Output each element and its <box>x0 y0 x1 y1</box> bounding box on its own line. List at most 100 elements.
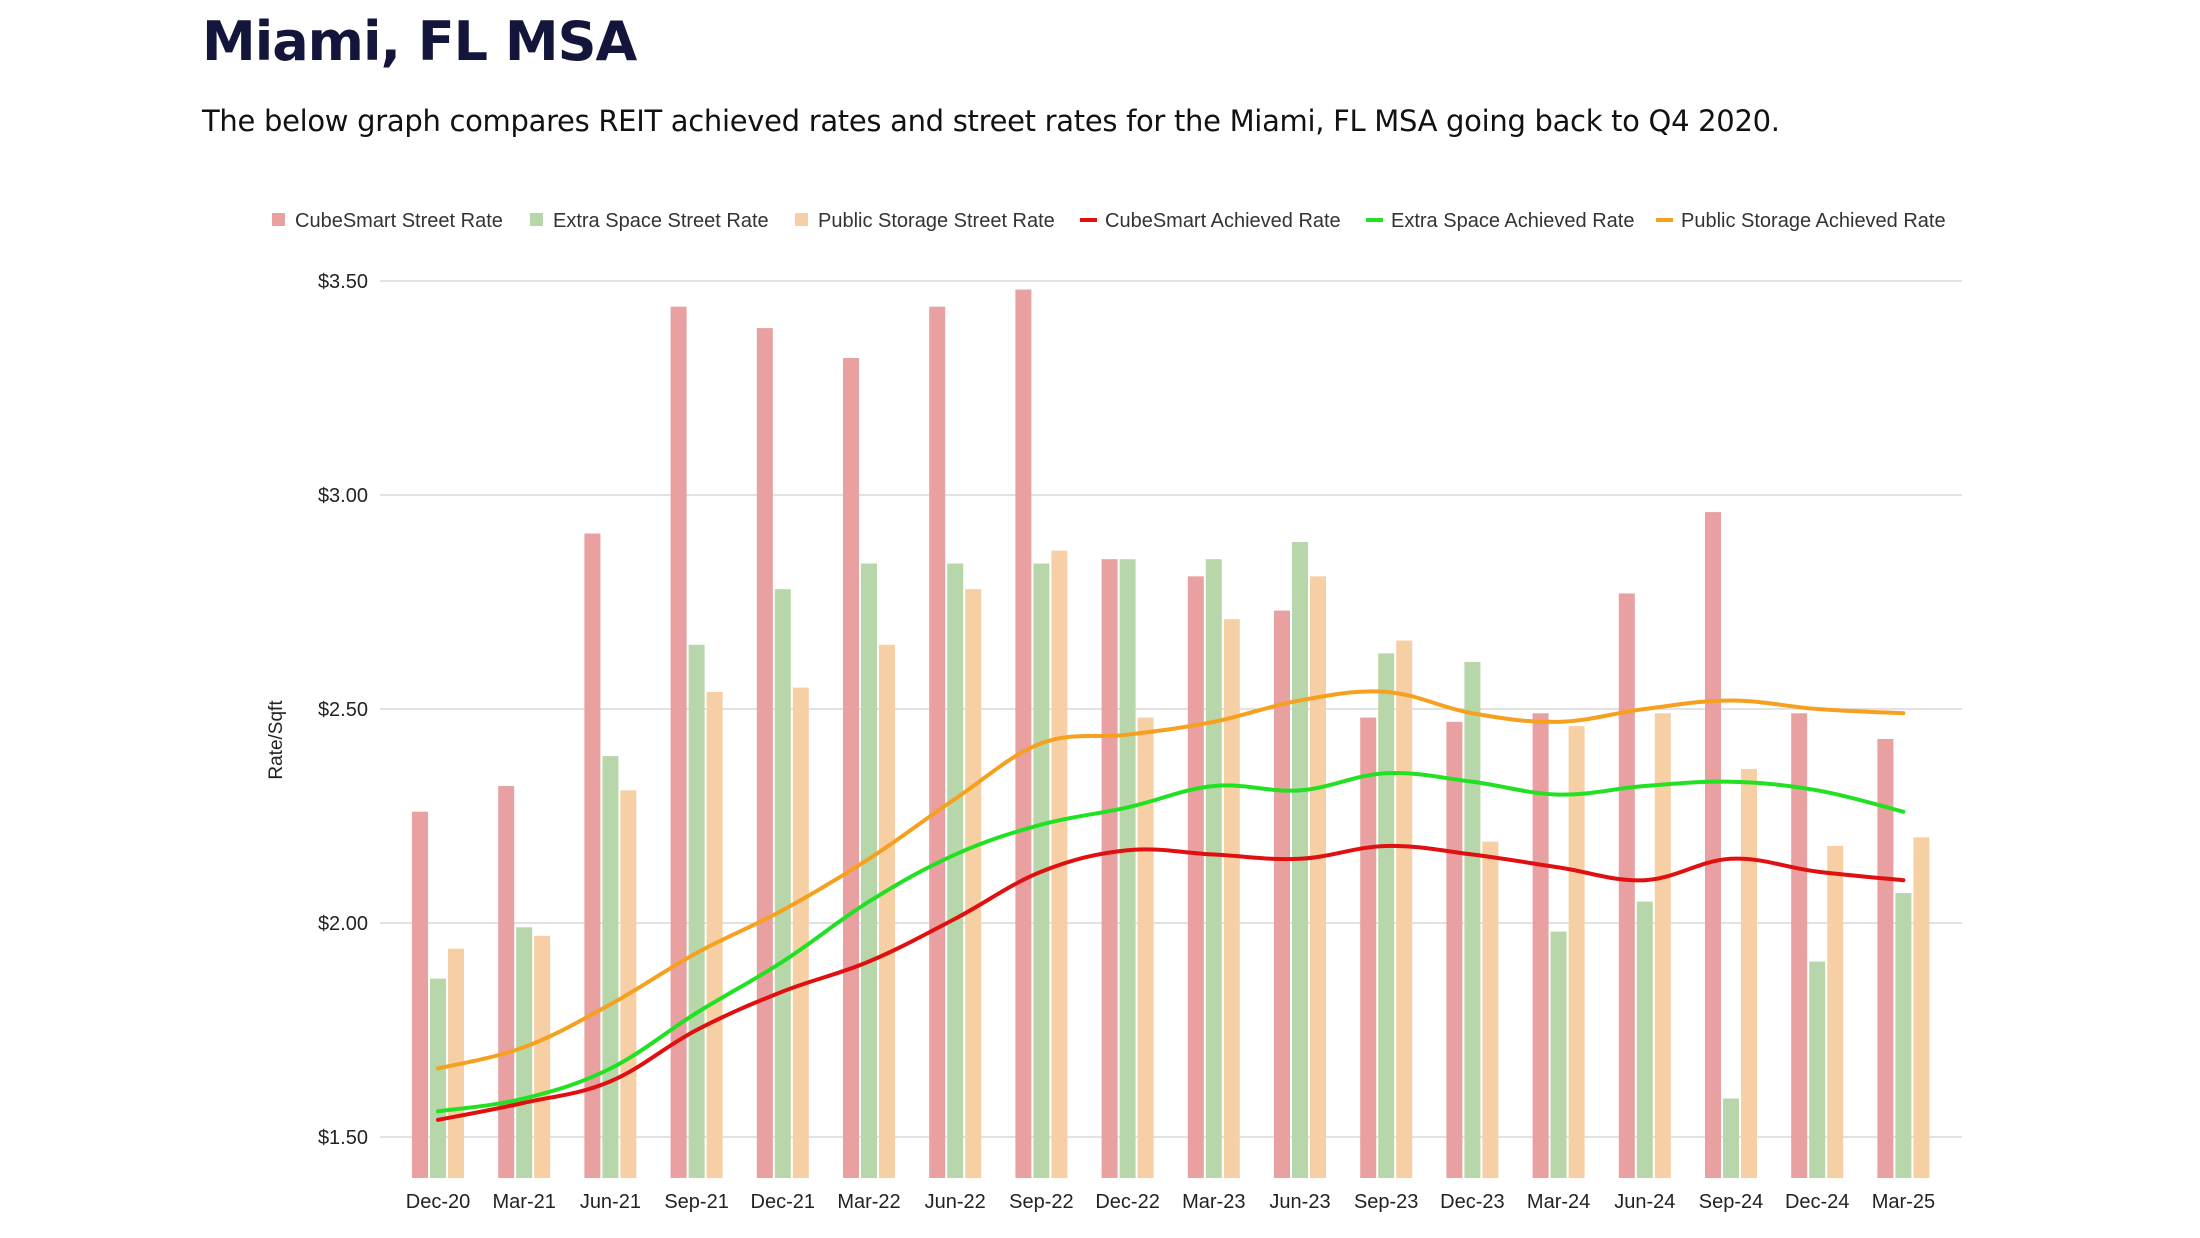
gridlines <box>380 280 1962 1138</box>
legend-label: Extra Space Achieved Rate <box>1391 210 1634 232</box>
x-tick-label: Sep-21 <box>664 1191 729 1213</box>
y-tick-label: $2.50 <box>318 699 368 721</box>
y-tick-label: $3.50 <box>318 271 368 293</box>
bar <box>947 563 964 1178</box>
series-line <box>436 843 1906 1122</box>
bar <box>1310 576 1326 1178</box>
legend-item: Public Storage Achieved Rate <box>1656 210 1946 232</box>
bar <box>1205 559 1222 1178</box>
page-subtitle: The below graph compares REIT achieved r… <box>202 104 1780 138</box>
bar <box>756 328 773 1179</box>
bar <box>430 978 446 1178</box>
bar <box>516 927 533 1178</box>
bar <box>1636 901 1653 1178</box>
bar <box>1723 1098 1739 1178</box>
legend: CubeSmart Street Rate Extra Space Street … <box>272 210 1946 232</box>
bar <box>1705 512 1721 1178</box>
bar <box>1446 721 1463 1178</box>
series-line <box>436 770 1906 1114</box>
bar <box>1378 653 1395 1178</box>
bar <box>1827 845 1844 1178</box>
legend-item: Extra Space Achieved Rate <box>1366 210 1634 232</box>
bar <box>843 358 859 1178</box>
bar <box>498 786 515 1178</box>
x-tick-label: Jun-22 <box>925 1191 986 1213</box>
x-tick-label: Jun-23 <box>1269 1191 1330 1213</box>
legend-label: CubeSmart Achieved Rate <box>1105 210 1341 232</box>
bar <box>1809 961 1826 1178</box>
bar <box>1532 713 1549 1178</box>
bar <box>1913 837 1930 1178</box>
bar <box>1568 726 1585 1178</box>
bar <box>879 644 895 1178</box>
bar <box>534 935 551 1178</box>
legend-label: CubeSmart Street Rate <box>295 210 503 232</box>
page-title: Miami, FL MSA <box>202 10 637 73</box>
bar <box>706 691 723 1178</box>
legend-label: Extra Space Street Rate <box>553 210 769 232</box>
x-tick-label: Jun-21 <box>580 1191 641 1213</box>
bar <box>1741 768 1757 1178</box>
bar <box>1482 841 1499 1178</box>
lines <box>436 689 1906 1122</box>
bar <box>1618 593 1635 1178</box>
bar <box>1654 713 1671 1178</box>
y-tick-label: $1.50 <box>318 1127 368 1149</box>
x-tick-label: Dec-20 <box>406 1191 470 1213</box>
legend-label: Public Storage Street Rate <box>818 210 1055 232</box>
bar <box>1396 640 1413 1178</box>
x-tick-label: Mar-24 <box>1527 1191 1590 1213</box>
x-tick-label: Sep-24 <box>1699 1191 1764 1213</box>
x-tick-label: Mar-21 <box>493 1191 556 1213</box>
bar <box>1015 289 1032 1178</box>
legend-label: Public Storage Achieved Rate <box>1681 210 1946 232</box>
legend-item: Public Storage Street Rate <box>795 210 1055 232</box>
x-tick-label: Dec-23 <box>1440 1191 1504 1213</box>
bar <box>1791 713 1808 1178</box>
bar <box>1895 893 1912 1178</box>
bar <box>1877 738 1894 1178</box>
legend-item: CubeSmart Achieved Rate <box>1080 210 1341 232</box>
bar <box>670 306 687 1178</box>
legend-item: Extra Space Street Rate <box>530 210 769 232</box>
x-tick-label: Sep-22 <box>1009 1191 1074 1213</box>
bar <box>774 589 791 1178</box>
bar <box>1360 717 1377 1178</box>
series-line <box>436 689 1906 1071</box>
bar <box>412 811 428 1178</box>
bar <box>620 790 637 1178</box>
x-tick-label: Jun-24 <box>1614 1191 1675 1213</box>
bars <box>412 289 1930 1179</box>
bar <box>965 589 982 1178</box>
x-tick-label: Mar-22 <box>837 1191 900 1213</box>
bar <box>688 644 705 1178</box>
legend-item: CubeSmart Street Rate <box>272 210 503 232</box>
legend-swatch <box>272 213 285 226</box>
x-tick-label: Dec-22 <box>1095 1191 1159 1213</box>
legend-swatch <box>795 213 808 226</box>
y-tick-label: $3.00 <box>318 485 368 507</box>
x-tick-label: Dec-24 <box>1785 1191 1849 1213</box>
bar <box>1101 559 1118 1178</box>
bar <box>1464 661 1481 1178</box>
bar <box>1187 576 1204 1178</box>
x-axis-ticks: Dec-20 Mar-21 Jun-21 Sep-21 Dec-21 Mar-22 Jun-… <box>406 1191 1935 1213</box>
legend-swatch <box>530 213 543 226</box>
x-tick-label: Mar-23 <box>1182 1191 1245 1213</box>
bar <box>1119 559 1136 1178</box>
bar <box>929 306 946 1178</box>
bar <box>1274 610 1290 1178</box>
y-tick-label: $2.00 <box>318 913 368 935</box>
bar <box>861 563 877 1178</box>
x-tick-label: Sep-23 <box>1354 1191 1419 1213</box>
x-tick-label: Mar-25 <box>1872 1191 1935 1213</box>
bar <box>1137 717 1154 1178</box>
y-axis-title: Rate/Sqft <box>266 700 287 780</box>
x-tick-label: Dec-21 <box>751 1191 815 1213</box>
bar <box>602 756 619 1178</box>
bar <box>1223 619 1240 1178</box>
bar <box>1550 931 1567 1178</box>
bar <box>792 687 809 1178</box>
y-axis-ticks: $1.50 $2.00 $2.50 $3.00 $3.50 <box>318 271 368 1149</box>
